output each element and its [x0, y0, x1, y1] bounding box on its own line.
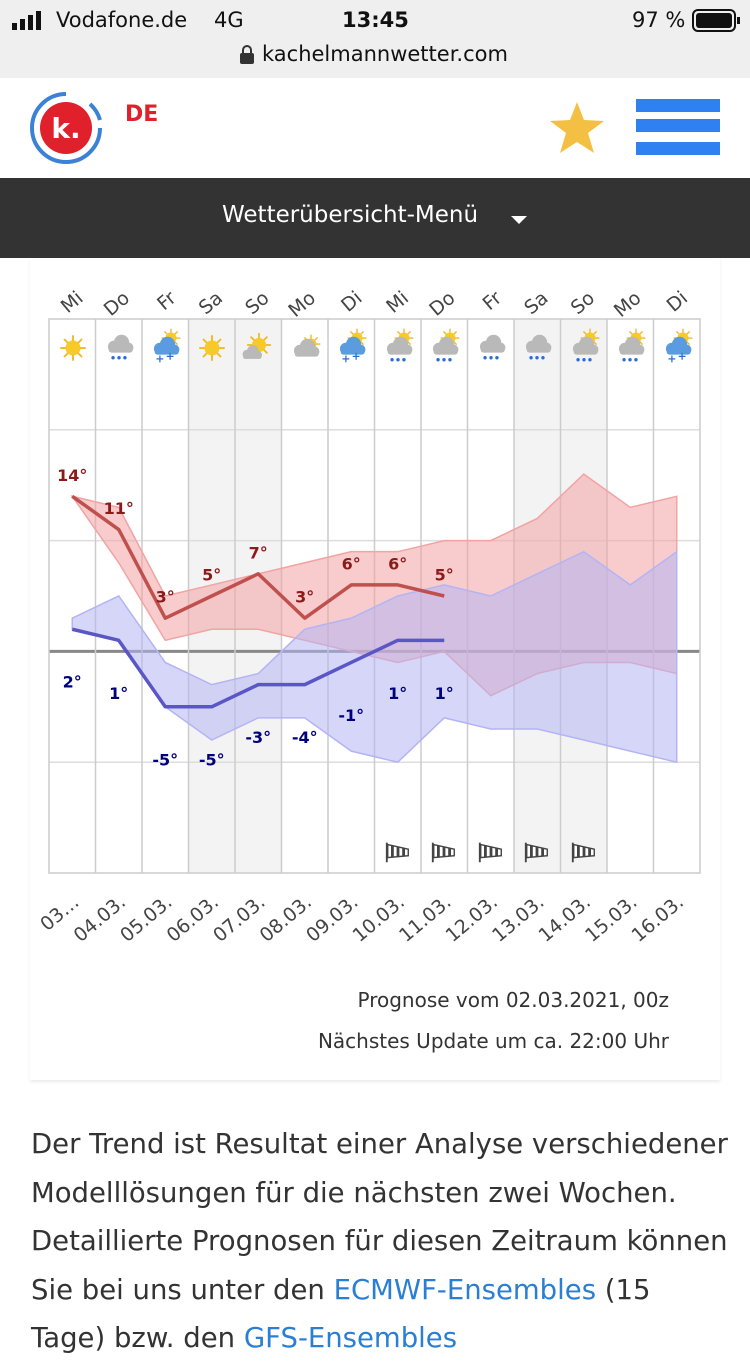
value-label: 5°	[435, 566, 454, 585]
menu-title[interactable]: Wetterübersicht-Menü	[222, 202, 479, 228]
hamburger-menu[interactable]	[636, 98, 722, 158]
weekday-label: Do	[425, 287, 459, 321]
value-label: 5°	[202, 566, 221, 585]
gfs-link[interactable]: GFS-Ensembles	[243, 1322, 458, 1354]
battery-level: 97 %	[632, 8, 686, 32]
value-label: -3°	[245, 728, 271, 747]
x-tick-label: 13.03.	[488, 891, 548, 947]
value-label: -1°	[338, 706, 364, 725]
x-tick-label: 16.03.	[628, 891, 688, 947]
description: Der Trend ist Resultat einer Analyse ver…	[31, 1120, 731, 1363]
plot: 14° 11° 3° 5° 7° 3° 6° 6° 5° 2° 1° -5° -5° -3° -4° -1° 1…	[57, 466, 678, 769]
network: 4G	[214, 8, 244, 32]
menu-bar[interactable]: Wetterübersicht-Menü	[0, 178, 750, 258]
description-text: Der Trend ist Resultat einer Analyse ver…	[31, 1128, 728, 1306]
x-tick-label: 15.03.	[581, 891, 641, 947]
x-tick-label: 12.03.	[442, 891, 502, 947]
weekday-label: Di	[663, 287, 692, 317]
value-label: 2°	[63, 673, 82, 692]
temperature-line	[71, 627, 445, 709]
weekday-label: Fr	[153, 287, 181, 315]
value-label: 1°	[435, 684, 454, 703]
weekday-label: Mo	[284, 287, 320, 322]
x-tick-label: 04.03.	[70, 891, 130, 947]
value-label: -5°	[152, 750, 178, 769]
value-label: -5°	[199, 750, 225, 769]
dropdown-caret	[511, 216, 527, 224]
x-tick-label: 09.03.	[302, 891, 362, 947]
weekday-label: Mi	[382, 287, 413, 318]
weekday-label: Mi	[57, 287, 88, 318]
weekday-label: Do	[100, 287, 134, 321]
value-label: 11°	[104, 499, 134, 518]
update-note: Nächstes Update um ca. 22:00 Uhr	[317, 1029, 669, 1053]
x-tick-label: 06.03.	[163, 891, 223, 947]
value-label: 1°	[109, 684, 128, 703]
header: k. DE	[0, 78, 750, 178]
x-tick-label: 05.03.	[116, 891, 176, 947]
weekday-label: Sa	[195, 287, 227, 319]
chart: 14° 11° 3° 5° 7° 3° 6° 6° 5° 2° 1° -5° -5° -3° -4° -1° 1…	[36, 287, 701, 947]
signal-icon	[12, 11, 41, 30]
value-label: 6°	[388, 554, 407, 573]
weekday-label: Fr	[479, 287, 507, 315]
value-label: 3°	[295, 588, 314, 607]
language[interactable]: DE	[125, 102, 159, 127]
weekday-label: Sa	[520, 287, 552, 319]
logo[interactable]: k.	[28, 90, 104, 166]
value-label: 14°	[57, 466, 87, 485]
weekday-label: Mo	[610, 287, 646, 322]
value-label: 3°	[156, 588, 175, 607]
value-label: 7°	[249, 543, 268, 562]
x-tick-label: 10.03.	[349, 891, 409, 947]
favorite-star[interactable]	[548, 100, 606, 156]
url[interactable]: kachelmannwetter.com	[262, 42, 508, 66]
range-band	[71, 550, 678, 764]
battery-icon	[692, 9, 740, 32]
value-label: 1°	[388, 684, 407, 703]
weekday-label: So	[241, 287, 273, 319]
forecast-note: Prognose vom 02.03.2021, 00z	[357, 988, 669, 1012]
value-label: 6°	[342, 554, 361, 573]
lock-icon	[240, 45, 254, 64]
x-tick-label: 11.03.	[395, 891, 455, 947]
x-tick-label: 14.03.	[535, 891, 595, 947]
weekday-label: So	[567, 287, 599, 319]
time: 13:45	[342, 8, 409, 32]
value-label: -4°	[292, 728, 318, 747]
weekday-label: Di	[337, 287, 366, 317]
logo-text: k.	[51, 112, 80, 145]
carrier: Vodafone.de	[56, 8, 188, 32]
ecmwf-link[interactable]: ECMWF-Ensembles	[333, 1273, 597, 1306]
status-bar: Vodafone.de 4G 13:45 97 % kachelmannwett…	[0, 0, 750, 78]
temperature-line	[71, 494, 445, 620]
x-tick-label: 07.03.	[209, 891, 269, 947]
x-tick-label: 08.03.	[256, 891, 316, 947]
